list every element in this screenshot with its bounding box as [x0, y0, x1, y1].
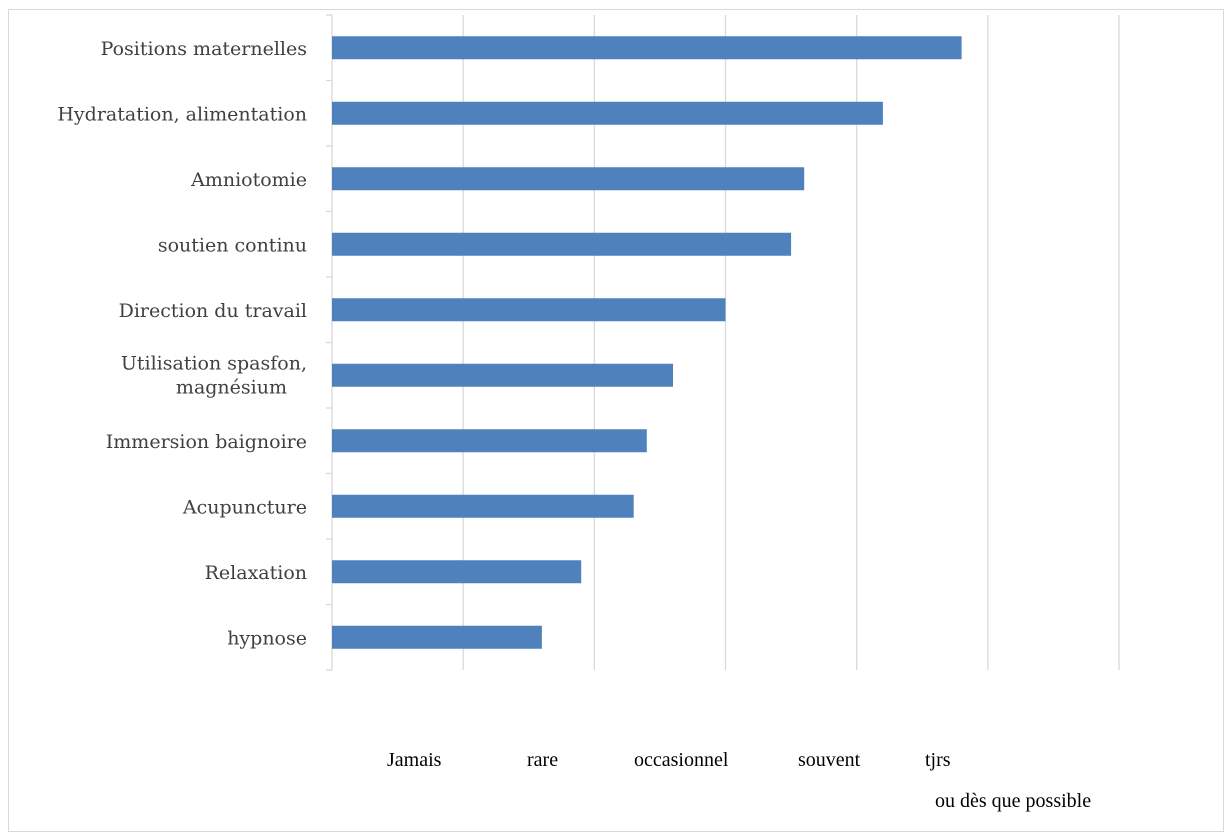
- bar: [332, 232, 792, 256]
- category-label: Utilisation spasfon, magnésium: [121, 352, 307, 398]
- category-label: Immersion baignoire: [106, 431, 307, 453]
- bar-chart: Positions maternelles Hydratation, alimen…: [57, 14, 1120, 671]
- bar: [332, 101, 883, 125]
- bar: [332, 429, 647, 453]
- scale-label-des-que-possible: ou dès que possible: [935, 790, 1092, 812]
- bar: [332, 363, 674, 387]
- category-label: Hydratation, alimentation: [57, 103, 307, 125]
- bars: [332, 36, 962, 649]
- chart-frame: Positions maternelles Hydratation, alimen…: [8, 9, 1224, 832]
- bar: [332, 625, 542, 649]
- category-label-line: Utilisation spasfon,: [121, 352, 307, 374]
- scale-label-rare: rare: [527, 749, 559, 771]
- bar: [332, 560, 582, 584]
- bar: [332, 36, 962, 60]
- scale-label-tjrs: tjrs: [925, 749, 951, 771]
- category-label: hypnose: [227, 627, 307, 649]
- category-label: Relaxation: [205, 562, 307, 584]
- bar: [332, 494, 634, 518]
- scale-label-occasionnel: occasionnel: [634, 749, 729, 771]
- category-label: Positions maternelles: [101, 38, 307, 60]
- category-label: Acupuncture: [182, 496, 307, 518]
- category-axis: [326, 14, 333, 671]
- category-label: Direction du travail: [119, 300, 307, 322]
- scale-label-souvent: souvent: [798, 749, 861, 771]
- category-label-line: magnésium: [176, 376, 287, 398]
- category-label: soutien continu: [158, 234, 307, 256]
- bar: [332, 167, 805, 191]
- scale-label-jamais: Jamais: [387, 749, 442, 771]
- category-label: Amniotomie: [190, 169, 307, 191]
- category-labels: Positions maternelles Hydratation, alimen…: [57, 38, 307, 650]
- bar: [332, 298, 726, 322]
